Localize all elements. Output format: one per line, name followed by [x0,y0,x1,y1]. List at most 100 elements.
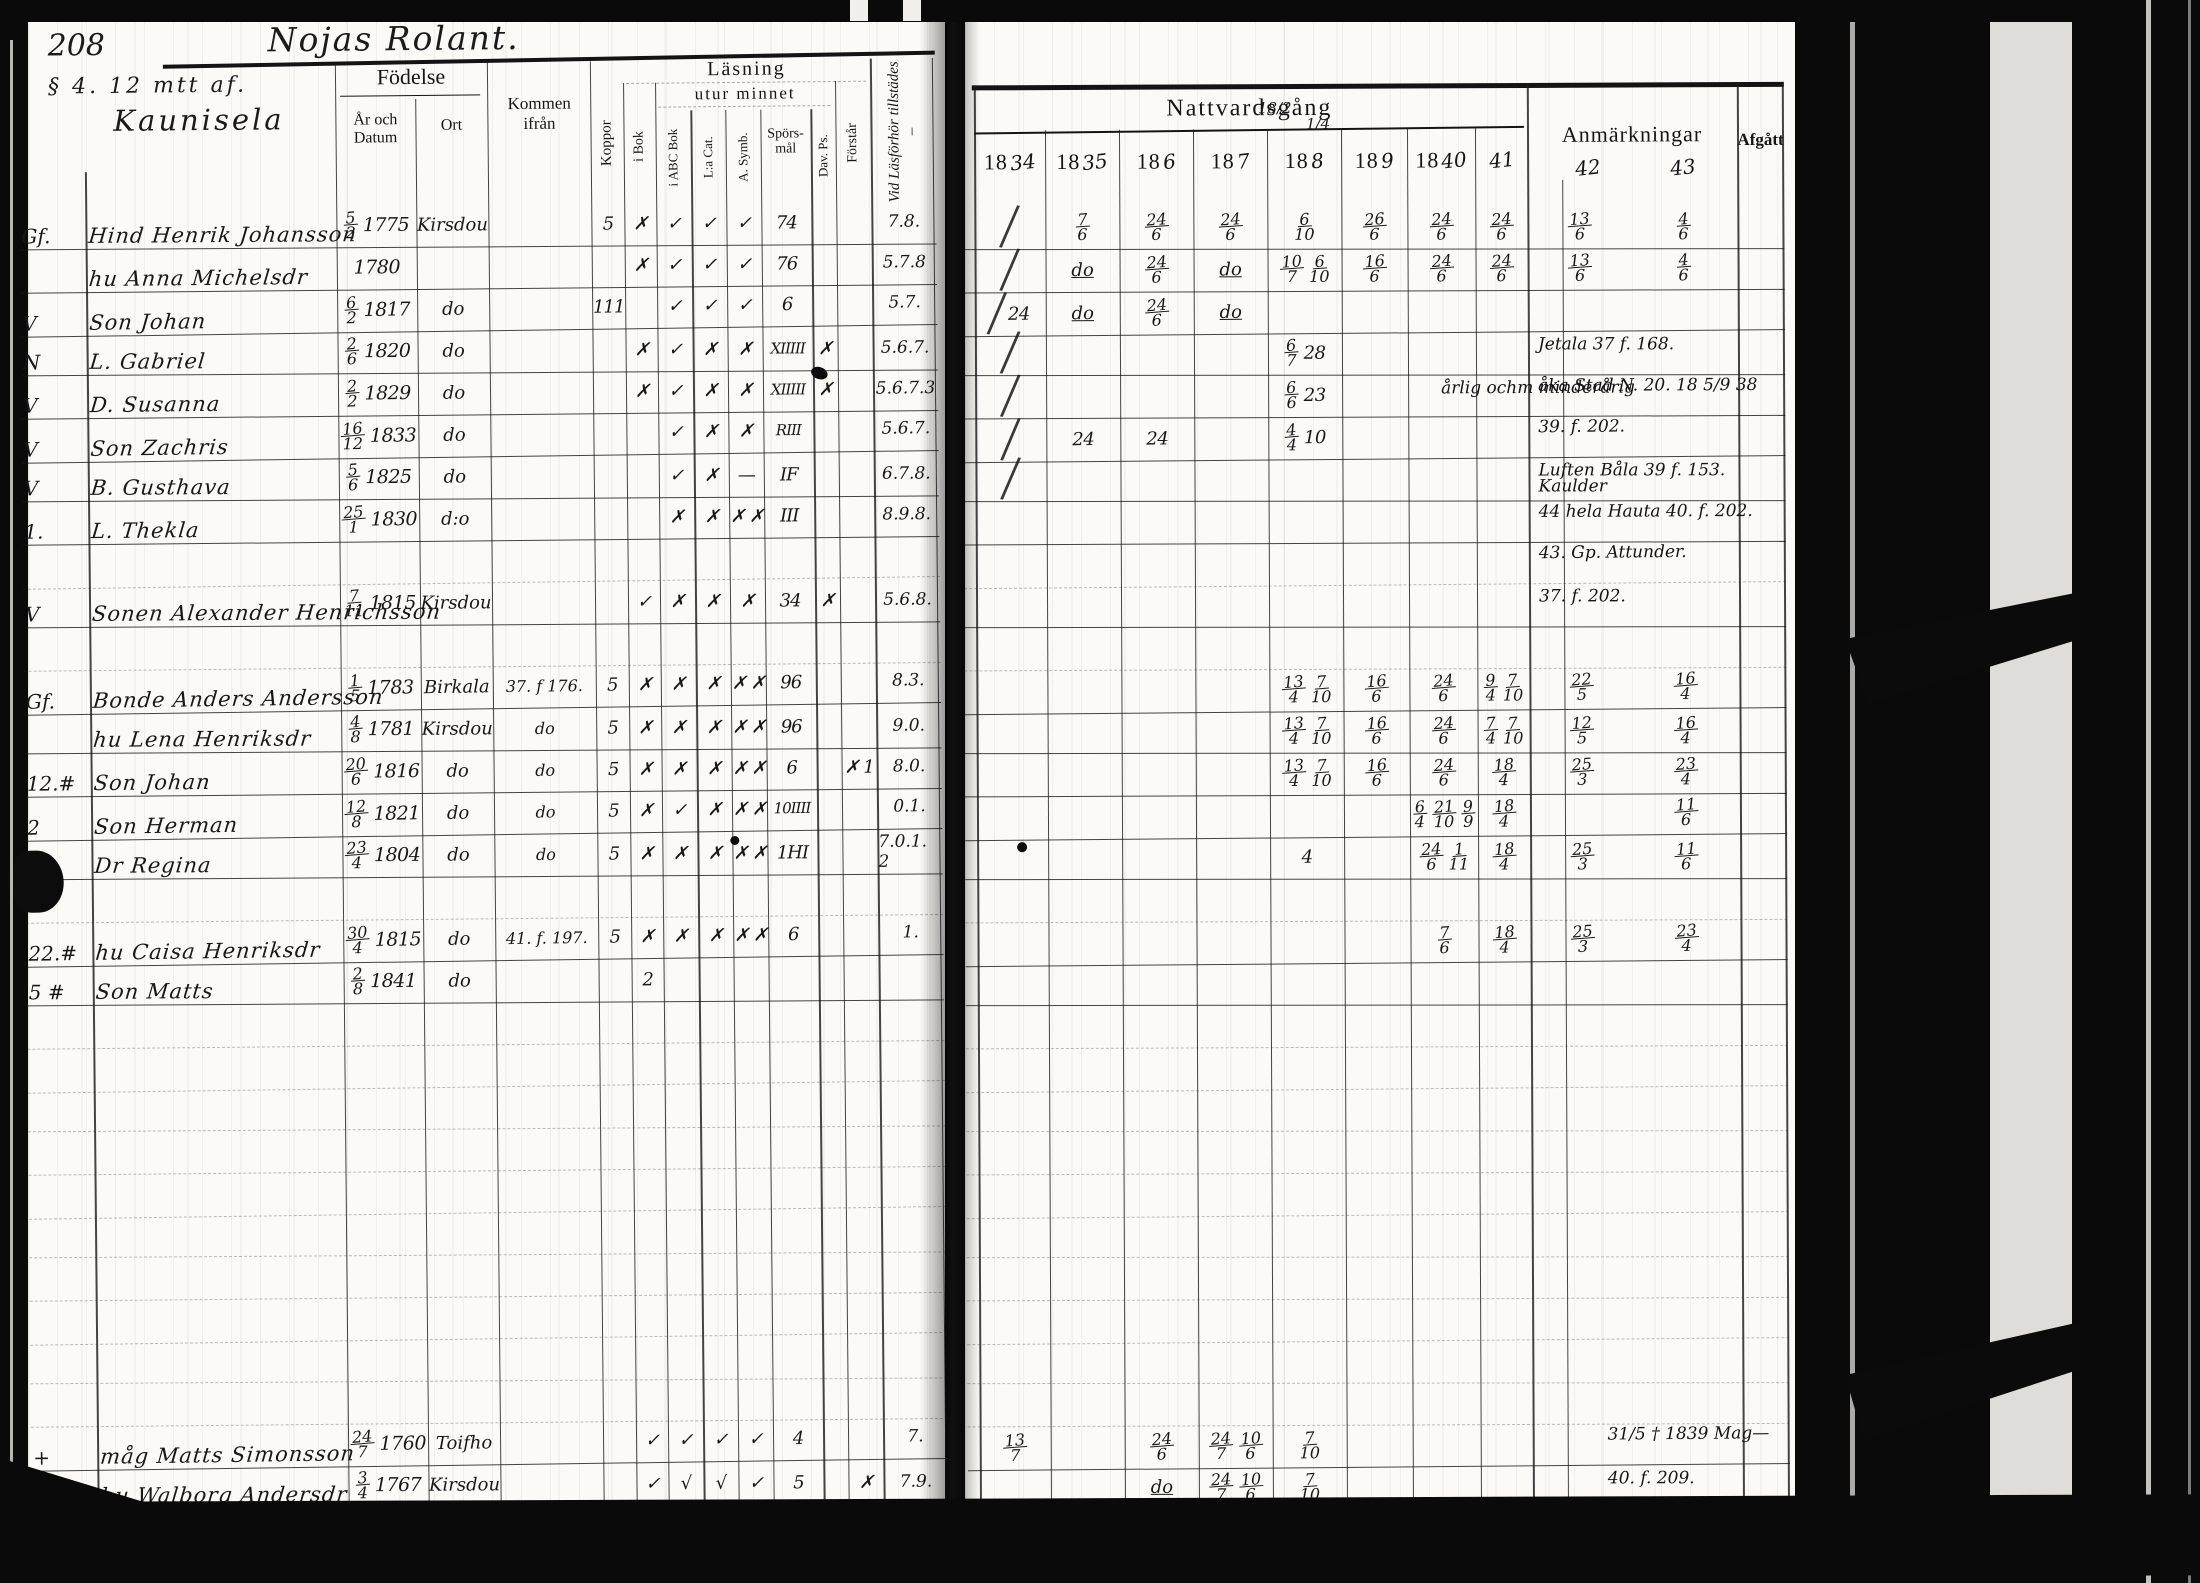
person-name: Son Herman [93,812,240,839]
person-name: L. Thekla [90,518,201,544]
birth-date: 5 6 1825 [340,456,418,499]
cell: 10 [1311,770,1332,790]
cell: 11 [344,601,365,621]
page-edge-sliver [1850,22,1855,1504]
date-fraction: 16 6 [1363,671,1390,706]
communion-dates: do [1193,248,1267,290]
hand-text: 10 [1303,426,1326,448]
reading-mark: ✗ [670,590,685,612]
person-name: D. Susanna [89,391,222,418]
margin-mark: V [23,393,38,418]
margin-mark: V [23,437,39,462]
table-row [966,1169,1789,1220]
cell: 13 [1002,1429,1028,1451]
birth-date: 23 4 1804 [343,834,421,877]
right-page: Nattvardsgång 18/2 1/4 Anmärkningar Afgå… [962,19,1795,1511]
header-koppor: Koppor [598,120,615,167]
birth-date: 1 5 1783 [342,666,421,709]
reading-mark: 74 [775,211,797,233]
birth-place: do [443,424,466,446]
table-row [966,1128,1789,1176]
communion-dates: 13 4 7 10 [1269,668,1343,711]
reading-mark: ✗ [708,924,723,946]
cell: 7 [1483,713,1499,733]
reading-mark: 1HI [776,841,809,863]
cell: 4 [1675,208,1691,229]
year-label: 18 9 [1341,139,1407,183]
cell: 4 [1284,419,1300,440]
date-fraction: 7 10 [1311,713,1331,747]
person-name: Son Johan [88,309,208,335]
communion-dates: 6 10 [1267,206,1341,248]
reading-mark: ✗ [672,842,688,864]
header-a-symb: A. Symb. [735,132,751,182]
cell: 2 [350,963,366,984]
communion-dates: 23 4 [1635,750,1737,792]
reading-mark: ✓ [636,590,652,612]
date-fraction: 21 10 [1431,796,1457,831]
birth-place: do [447,843,470,866]
page-edge-sliver [2146,0,2151,1583]
communion-dates: 24 6 1 11 [1410,836,1478,878]
communion-dates: 13 7 [980,1427,1051,1470]
table-row: 6 4 21 10 9 9 18 4 11 6 [964,791,1788,842]
birth-place: Toifho [435,1431,493,1454]
reading-mark: ✗ [706,716,721,738]
header-kommen-ifran: Kommen ifrån [507,93,571,133]
table-row: 37. f. 202. [964,584,1787,629]
communion-dates: 25 3 [1530,917,1635,960]
communion-dates: 7 4 7 10 [1478,709,1530,751]
communion-dates: 24 6 [1125,1425,1199,1468]
person-name: Son Matts [94,979,215,1004]
cell: 16 [1364,754,1390,776]
header-i-bok: i Bok [631,131,647,163]
cell: 16 [1672,712,1699,733]
right-grid-lines [962,19,1792,1511]
header-scribble-2: 1/4 [1305,114,1331,133]
date-fraction: 13 6 [1567,209,1593,243]
table-row: 13 4 7 10 16 6 24 6 9 4 7 10 22 5 16 4 [964,665,1787,716]
year-printed: 18 [1210,148,1235,174]
table-row: ∕ 6 6 23 årlig ochm minderårig åka Stad N. 20… [963,364,1786,427]
reading-mark: ✓ [702,253,717,275]
date-fraction: 24 6 [1144,295,1170,330]
kommen-ifran [492,496,593,539]
table-row: ∕ Luften Båla 39 f. 153. Kaulder [963,447,1786,510]
year-script: 7 [1235,148,1251,174]
reading-mark: ✗ [738,379,753,401]
reading-mark: ✗ [704,505,719,527]
date-fraction: 24 6 [1143,252,1170,287]
year-script: 6 [1161,148,1177,175]
cell: 24 [349,1426,376,1447]
cell: 1 [1451,839,1467,859]
date-fraction: 7 10 [1503,713,1523,747]
communion-dates: 25 3 [1530,751,1635,793]
margin-mark [22,249,86,292]
birth-date: 2 8 1841 [345,960,423,1003]
afgatt-note: 44 hela Hauta 40. f. 202. [1538,500,1753,522]
date-fraction: 18 4 [1491,839,1517,873]
communion-dates: 24 7 10 6 [1199,1425,1273,1468]
margin-mark: V [23,476,39,501]
cell: 11 [1673,838,1699,859]
reading-mark: 5 [608,843,620,865]
reading-mark: ✗ [702,338,718,360]
date-fraction: 16 4 [1672,712,1699,747]
reading-mark: 2 [642,968,653,990]
birth-date: 25 1 1830 [340,498,418,541]
page-edge-sliver [2188,0,2191,1583]
page-number: 208 [47,27,106,64]
communion-dates: 11 6 [1635,835,1737,877]
date-fraction: 24 6 [1488,250,1515,285]
ink-dot [730,835,740,846]
cell: 25 [1570,920,1596,942]
birth-year: 1841 [370,969,417,993]
utur-minnet-underline [658,105,831,108]
date-fraction: 24 6 [1217,209,1244,244]
communion-dates: ∕ [975,238,1046,301]
